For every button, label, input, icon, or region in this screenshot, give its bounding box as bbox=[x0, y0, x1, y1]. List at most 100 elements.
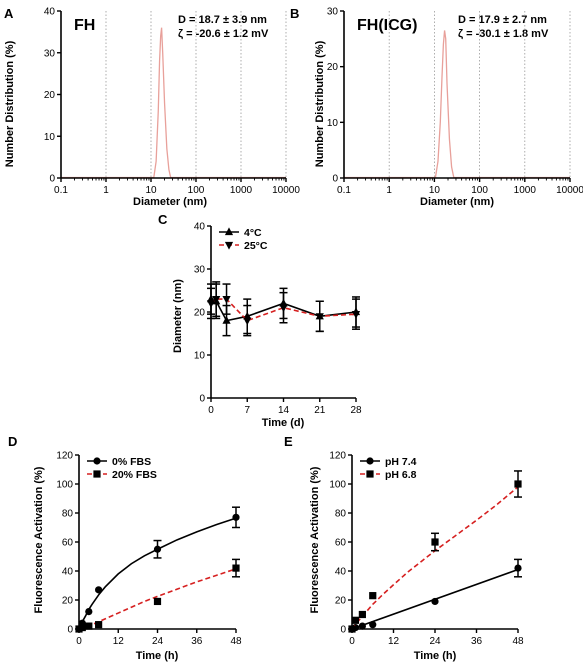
panel-d-y-tick-label: 20 bbox=[62, 596, 74, 607]
panel-c-y-tick-label: 10 bbox=[194, 351, 206, 362]
panel-d-y-tick-label: 80 bbox=[62, 509, 74, 520]
panel-letter-d: D bbox=[8, 434, 17, 449]
panel-e-legend-label: pH 7.4 bbox=[385, 456, 417, 468]
panel-e-series-2-point bbox=[369, 592, 377, 600]
panel-a-y-tick-label: 10 bbox=[44, 132, 56, 143]
panel-e-x-tick-label: 0 bbox=[349, 636, 355, 647]
panel-d-legend-label: 20% FBS bbox=[112, 469, 157, 481]
panel-d-series-2-point bbox=[232, 564, 240, 572]
panel-e-y-tick-label: 100 bbox=[329, 480, 346, 491]
panel-d-series-2-point bbox=[85, 622, 93, 630]
panel-d-x-tick-label: 12 bbox=[113, 636, 125, 647]
panel-a-y-tick-label: 0 bbox=[49, 174, 55, 185]
panel-c-series-1-point bbox=[222, 316, 231, 324]
panel-d-series-1-point bbox=[232, 513, 240, 521]
panel-d-series-1-point bbox=[95, 586, 103, 594]
panel-b-y-tick-label: 20 bbox=[327, 62, 339, 73]
panel-c-y-tick-label: 0 bbox=[199, 394, 205, 405]
panel-c-series-2-point bbox=[279, 304, 288, 313]
panel-c-series-2-point bbox=[351, 311, 361, 319]
panel-d-x-tick-label: 0 bbox=[76, 636, 82, 647]
panel-a-x-axis-label: Diameter (nm) bbox=[133, 196, 207, 208]
panel-e-legend-swatch-marker bbox=[366, 470, 374, 478]
panel-b-x-tick-label: 0.1 bbox=[337, 185, 351, 196]
panel-b-y-tick-label: 10 bbox=[327, 118, 339, 129]
panel-c-series-2-point bbox=[222, 296, 231, 304]
panel-b-x-tick-label: 10 bbox=[429, 185, 441, 196]
panel-e-y-tick-label: 20 bbox=[335, 596, 347, 607]
panel-e-series-1-point bbox=[514, 564, 522, 572]
panel-c-series-2-point bbox=[212, 296, 221, 304]
panel-a-y-axis-label: Number Distribution (%) bbox=[4, 40, 16, 167]
panel-a-zeta-annotation: ζ = -20.6 ± 1.2 mV bbox=[178, 28, 269, 40]
panel-d-y-tick-label: 120 bbox=[56, 451, 73, 462]
panel-d-series-1-point bbox=[85, 608, 93, 616]
panel-d-x-tick-label: 48 bbox=[230, 636, 242, 647]
panel-a-x-tick-label: 10 bbox=[145, 185, 157, 196]
panel-d-x-tick-label: 24 bbox=[152, 636, 164, 647]
panel-c-legend-label: 4°C bbox=[244, 227, 262, 239]
panel-letter-a: A bbox=[4, 6, 14, 21]
panel-b-x-tick-label: 1000 bbox=[514, 185, 537, 196]
panel-d-legend-swatch-marker bbox=[93, 457, 101, 465]
panel-e-series-2-point bbox=[514, 480, 522, 488]
panel-d-legend-swatch-marker bbox=[93, 470, 101, 478]
panel-e-y-axis-label: Fluorescence Activation (%) bbox=[309, 466, 321, 613]
panel-d-series-1-point bbox=[153, 545, 162, 553]
panel-c-series-2-point bbox=[243, 317, 252, 326]
panel-e-series-2-point bbox=[431, 538, 439, 546]
panel-b-x-tick-label: 10000 bbox=[556, 185, 583, 196]
panel-a-x-tick-label: 10000 bbox=[272, 185, 300, 196]
panel-c-y-axis-label: Diameter (nm) bbox=[172, 279, 184, 353]
panel-c-x-axis-label: Time (d) bbox=[262, 417, 305, 429]
panel-letter-c: C bbox=[158, 212, 168, 227]
panel-b: B FH(ICG) D = 17.9 ± 2.7 nm ζ = -30.1 ± … bbox=[290, 6, 583, 208]
panel-c-x-tick-label: 14 bbox=[278, 405, 290, 416]
panel-b-diameter-annotation: D = 17.9 ± 2.7 nm bbox=[458, 14, 547, 26]
panel-c-x-tick-label: 0 bbox=[208, 405, 214, 416]
panel-e-series-2-point bbox=[358, 610, 366, 619]
panel-a-diameter-annotation: D = 18.7 ± 3.9 nm bbox=[178, 14, 267, 26]
panel-c-x-tick-label: 21 bbox=[314, 405, 326, 416]
panel-e-x-tick-label: 36 bbox=[471, 636, 483, 647]
panel-a: A FH D = 18.7 ± 3.9 nm ζ = -20.6 ± 1.2 m… bbox=[4, 6, 300, 208]
panel-d-x-tick-label: 36 bbox=[191, 636, 203, 647]
panel-a-x-tick-label: 1 bbox=[103, 185, 109, 196]
panel-c-x-tick-label: 28 bbox=[350, 405, 362, 416]
panel-c-legend-label: 25°C bbox=[244, 240, 268, 252]
panel-e-x-tick-label: 48 bbox=[512, 636, 524, 647]
panel-d-y-tick-label: 100 bbox=[56, 480, 73, 491]
panel-a-y-tick-label: 20 bbox=[44, 90, 56, 101]
panel-b-y-axis-label: Number Distribution (%) bbox=[314, 40, 326, 167]
panel-e-series-2-fit-line bbox=[351, 486, 519, 630]
panel-a-name-label: FH bbox=[74, 17, 95, 34]
panel-e-y-tick-label: 40 bbox=[335, 567, 347, 578]
panel-b-series-1-curve bbox=[434, 30, 455, 179]
panel-e-x-tick-label: 12 bbox=[388, 636, 400, 647]
panel-c-x-tick-label: 7 bbox=[244, 405, 250, 416]
panel-c: C 0 7 14 21 28 0 10 20 30 40 4°C25°C Time (d) Dia… bbox=[158, 212, 362, 429]
panel-c-legend-swatch-marker bbox=[224, 227, 234, 236]
panel-d-series-2-point bbox=[78, 623, 86, 632]
panel-b-name-label: FH(ICG) bbox=[357, 17, 417, 34]
panel-c-y-tick-label: 40 bbox=[194, 222, 206, 233]
panel-e-x-tick-label: 24 bbox=[429, 636, 441, 647]
panel-c-y-tick-label: 20 bbox=[194, 308, 206, 319]
panel-e-series-1-point bbox=[358, 622, 366, 630]
panel-e-x-axis-label: Time (h) bbox=[414, 650, 457, 662]
panel-e-y-tick-label: 120 bbox=[329, 451, 346, 462]
panel-e-series-2-point bbox=[351, 616, 360, 624]
panel-d-y-axis-label: Fluorescence Activation (%) bbox=[33, 466, 45, 613]
panel-e-y-tick-label: 80 bbox=[335, 509, 347, 520]
panel-c-y-tick-label: 30 bbox=[194, 265, 206, 276]
panel-d-y-tick-label: 40 bbox=[62, 567, 74, 578]
panel-b-x-axis-label: Diameter (nm) bbox=[420, 196, 494, 208]
panel-b-y-tick-label: 30 bbox=[327, 7, 339, 18]
panel-b-x-tick-label: 1 bbox=[386, 185, 392, 196]
panel-a-x-tick-label: 1000 bbox=[230, 185, 253, 196]
panel-a-series-1-curve bbox=[153, 27, 172, 179]
panel-e-legend-swatch-marker bbox=[366, 457, 374, 465]
panel-e-series-1-point bbox=[369, 621, 377, 629]
